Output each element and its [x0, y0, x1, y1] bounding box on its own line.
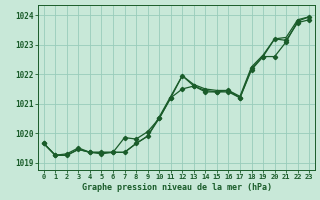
X-axis label: Graphe pression niveau de la mer (hPa): Graphe pression niveau de la mer (hPa)	[82, 183, 271, 192]
